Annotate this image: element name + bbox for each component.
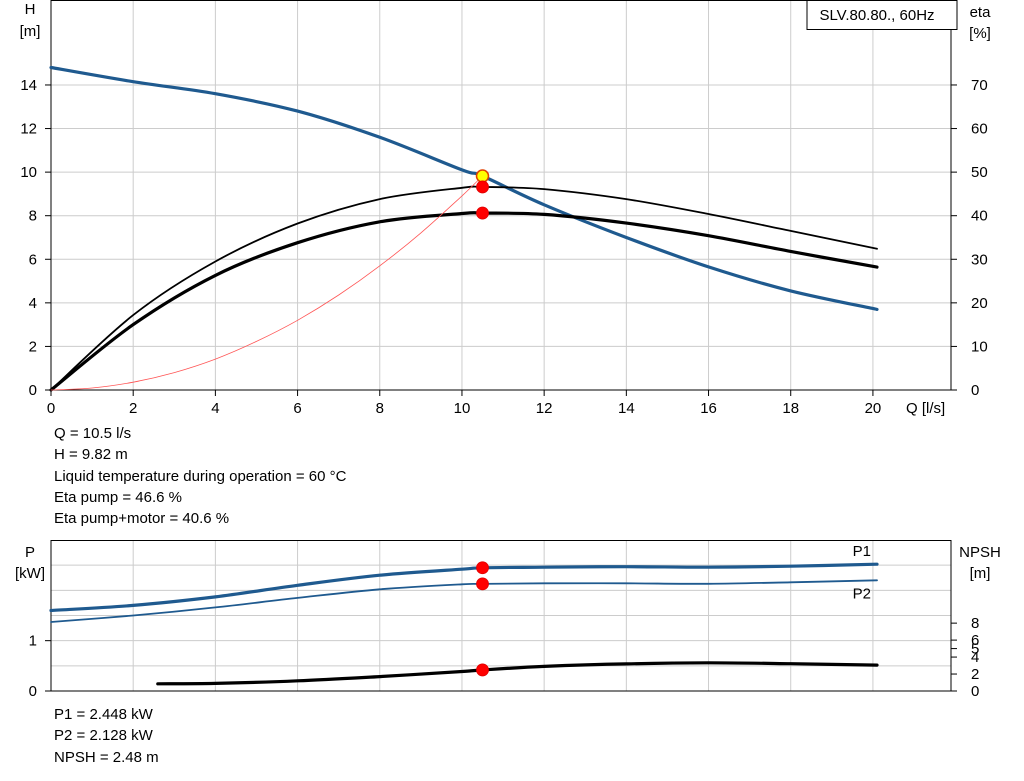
x-tick-label: 8 bbox=[376, 400, 384, 417]
right-axis-unit: [%] bbox=[969, 25, 991, 42]
chart-0-series-0-line bbox=[49, 65, 879, 311]
x-tick-label: 14 bbox=[618, 400, 635, 417]
right-tick-label: 20 bbox=[971, 295, 988, 312]
chart-1-duty-point-0 bbox=[476, 561, 489, 575]
right-tick-label: 4 bbox=[971, 649, 979, 666]
chart-0-duty-point-2 bbox=[476, 206, 489, 220]
power-npsh-value: NPSH = 2.48 m bbox=[54, 748, 159, 766]
right-tick-label: 60 bbox=[971, 121, 988, 138]
x-tick-label: 2 bbox=[129, 400, 137, 417]
power-p2-value: P2 = 2.128 kW bbox=[54, 727, 153, 745]
right-tick-label: 50 bbox=[971, 164, 988, 181]
chart-title-box bbox=[806, 0, 958, 30]
left-tick-label: 4 bbox=[29, 295, 37, 312]
chart-0-series-3-line bbox=[50, 175, 483, 391]
x-tick-label: 16 bbox=[700, 400, 717, 417]
right-axis-unit: [m] bbox=[970, 565, 991, 582]
duty-liquid-temperature: Liquid temperature during operation = 60… bbox=[54, 467, 347, 485]
left-axis-unit: [kW] bbox=[15, 565, 45, 582]
chart-1-duty-point-1 bbox=[476, 577, 489, 591]
right-tick-label: 10 bbox=[971, 338, 988, 355]
left-tick-label: 8 bbox=[29, 208, 37, 225]
x-tick-label: 12 bbox=[536, 400, 553, 417]
chart-0-frame bbox=[50, 0, 952, 391]
chart-1-series-0-line bbox=[49, 562, 879, 613]
duty-eta-pump: Eta pump = 46.6 % bbox=[54, 488, 182, 506]
right-tick-label: 8 bbox=[971, 615, 979, 632]
left-axis-title: P bbox=[25, 544, 35, 561]
x-tick-label: 20 bbox=[865, 400, 882, 417]
left-tick-label: 0 bbox=[29, 382, 37, 399]
left-tick-label: 2 bbox=[29, 338, 37, 355]
left-tick-label: 12 bbox=[20, 121, 37, 138]
left-tick-label: 1 bbox=[29, 633, 37, 650]
duty-point-info: Q = 10.5 l/s H = 9.82 m Liquid temperatu… bbox=[54, 423, 346, 529]
left-axis-unit: [m] bbox=[20, 23, 41, 40]
right-tick-label: 0 bbox=[971, 382, 979, 399]
left-tick-label: 10 bbox=[20, 164, 37, 181]
series-label-p2: P2 bbox=[853, 585, 871, 602]
x-tick-label: 18 bbox=[782, 400, 799, 417]
right-tick-label: 5 bbox=[971, 641, 979, 658]
series-label-p1: P1 bbox=[853, 543, 871, 560]
right-tick-label: 30 bbox=[971, 251, 988, 268]
power-point-info: P1 = 2.448 kW P2 = 2.128 kW NPSH = 2.48 … bbox=[54, 704, 159, 768]
chart-0-duty-point-0 bbox=[475, 169, 490, 183]
chart-0-series-2-line bbox=[49, 211, 879, 392]
duty-eta-pump-motor: Eta pump+motor = 40.6 % bbox=[54, 510, 230, 528]
right-axis-title: NPSH bbox=[959, 544, 1001, 561]
x-tick-label: 6 bbox=[293, 400, 301, 417]
right-tick-label: 6 bbox=[971, 632, 979, 649]
left-tick-label: 14 bbox=[20, 77, 37, 94]
duty-flow: Q = 10.5 l/s bbox=[54, 425, 132, 442]
power-p1-value: P1 = 2.448 kW bbox=[54, 706, 153, 723]
chart-1-duty-point-2 bbox=[476, 663, 489, 677]
chart-1-frame bbox=[50, 540, 952, 692]
chart-1-series-1-line bbox=[50, 579, 878, 623]
right-axis-title: eta bbox=[970, 4, 992, 21]
left-axis-title: H bbox=[25, 1, 36, 18]
right-tick-label: 40 bbox=[971, 208, 988, 225]
chart-0-grid bbox=[51, 0, 951, 390]
left-tick-label: 6 bbox=[29, 251, 37, 268]
left-tick-label: 0 bbox=[29, 683, 37, 700]
chart-title: SLV.80.80., 60Hz bbox=[819, 7, 934, 24]
right-tick-label: 0 bbox=[971, 683, 979, 700]
chart-0-duty-point-1 bbox=[476, 180, 489, 194]
duty-head: H = 9.82 m bbox=[54, 446, 128, 464]
x-tick-label: 0 bbox=[47, 400, 55, 417]
chart-0-series-1-line bbox=[50, 185, 878, 391]
right-tick-label: 2 bbox=[971, 666, 979, 683]
x-tick-label: 10 bbox=[454, 400, 471, 417]
x-tick-label: 4 bbox=[211, 400, 219, 417]
right-tick-label: 70 bbox=[971, 77, 988, 94]
x-axis-label: Q [l/s] bbox=[906, 400, 945, 417]
